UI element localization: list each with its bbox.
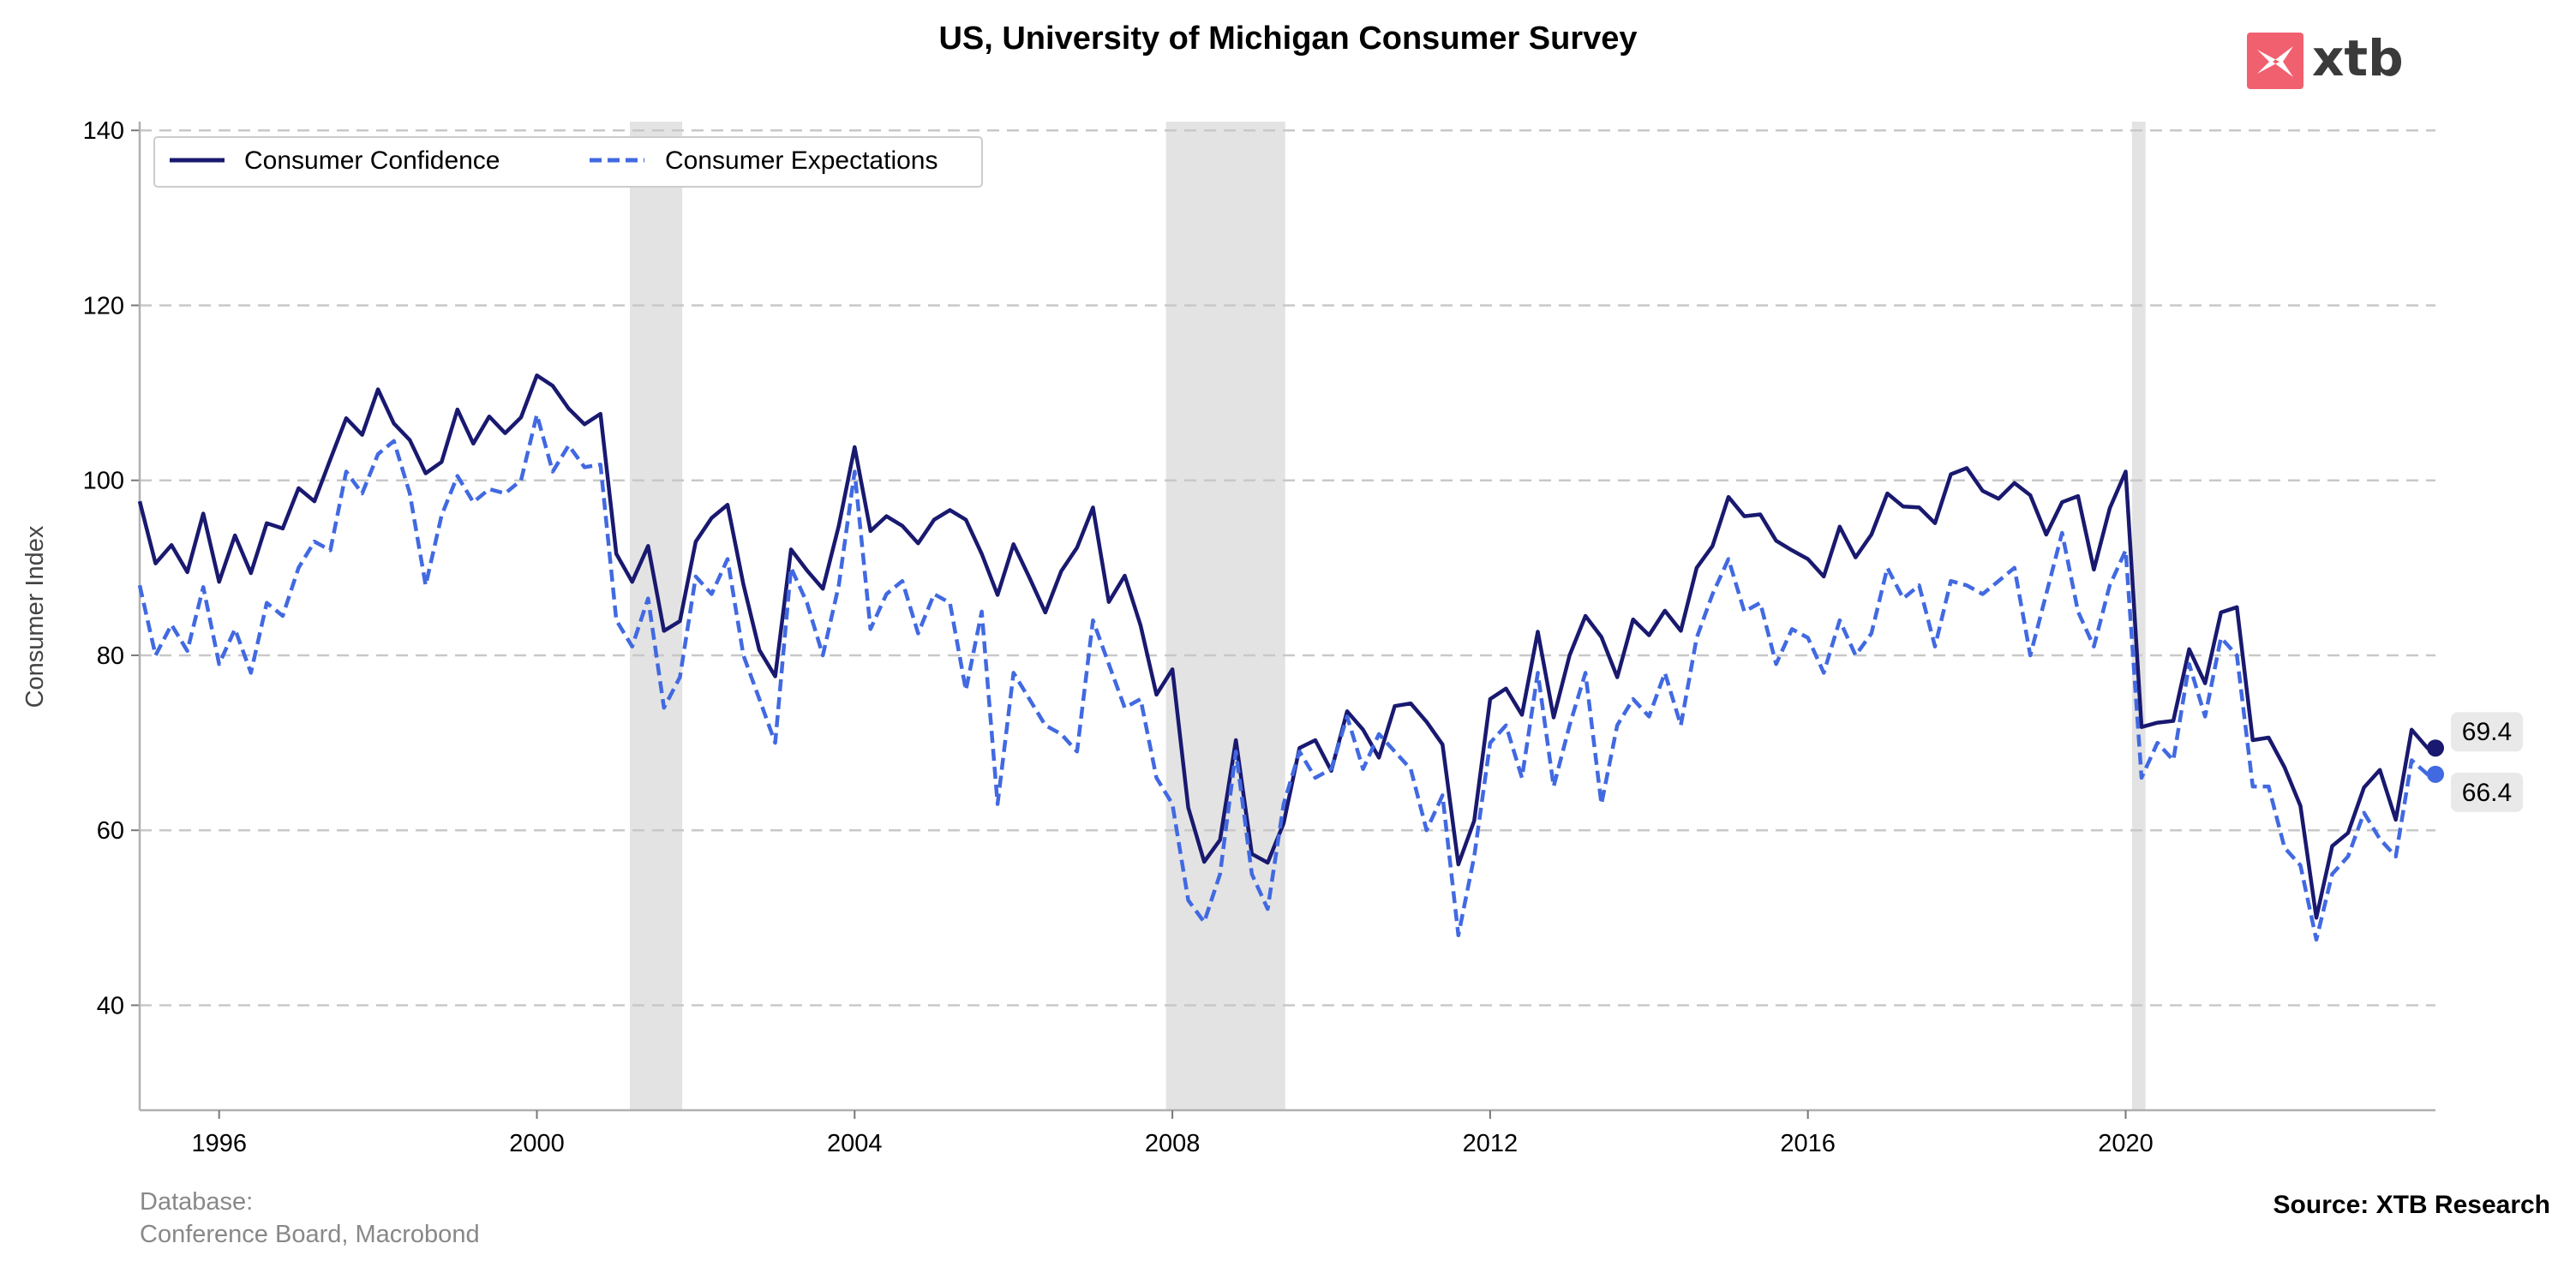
xtb-logo-mark [2247,33,2303,89]
x-tick-label: 1996 [191,1130,247,1157]
x-tick-label: 2012 [1463,1130,1519,1157]
y-tick-label: 40 [97,992,124,1019]
y-tick-label: 100 [83,468,124,495]
recession-band [2131,122,2146,1110]
end-marker-confidence [2427,739,2444,757]
xtb-logo-x-icon [2257,46,2293,77]
end-label-confidence: 69.4 [2462,718,2512,746]
legend-label-expectations: Consumer Expectations [665,146,938,175]
end-marker-expectations [2427,765,2444,783]
y-axis-label: Consumer Index [21,525,49,708]
xtb-logo: xtb [2247,29,2404,89]
end-labels: 69.4 66.4 [2427,712,2523,812]
recession-band [629,122,683,1110]
footer-database-label: Database: [140,1188,253,1216]
series-line-confidence [137,373,2435,920]
end-label-box-expectations [2451,772,2523,812]
legend: Consumer Confidence Consumer Expectation… [153,136,983,188]
y-tick-label: 140 [83,117,124,145]
axes: 40 60 80 100 120 140 1996 2000 2004 2008 2012 2016 2… [83,117,2435,1157]
x-tick-label: 2000 [509,1130,565,1157]
legend-box [153,136,983,188]
x-tick-label: 2016 [1780,1130,1836,1157]
series-line-expectations [137,412,2435,942]
xtb-logo-text: xtb [2312,29,2404,87]
gridlines [140,128,2435,1007]
footer-database-sources: Conference Board, Macrobond [140,1221,480,1248]
y-tick-label: 80 [97,642,124,670]
x-tick-label: 2004 [827,1130,883,1157]
recession-bands [629,122,2146,1110]
chart-title: US, University of Michigan Consumer Surv… [938,21,1637,57]
end-label-expectations: 66.4 [2462,779,2512,807]
footer-source: Source: XTB Research [2273,1191,2550,1219]
x-tick-label: 2008 [1145,1130,1201,1157]
legend-label-confidence: Consumer Confidence [244,146,500,175]
y-tick-label: 60 [97,817,124,845]
recession-band [1165,122,1285,1110]
y-tick-label: 120 [83,292,124,320]
series-lines [137,373,2435,942]
end-label-box-confidence [2451,712,2523,752]
x-tick-label: 2020 [2098,1130,2154,1157]
